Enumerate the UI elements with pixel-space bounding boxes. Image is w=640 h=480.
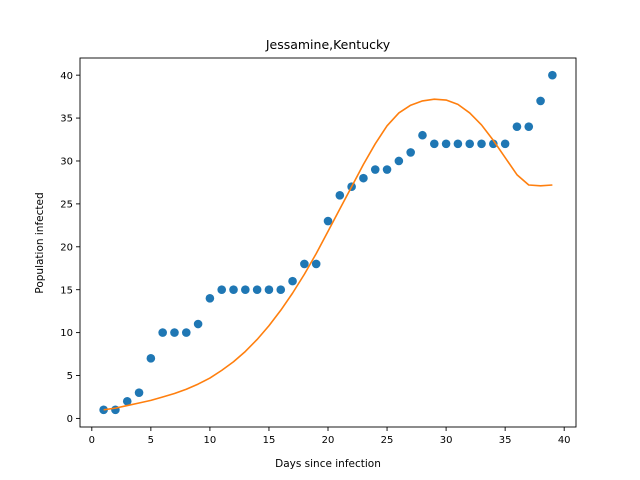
data-point bbox=[300, 259, 309, 269]
data-point bbox=[418, 130, 427, 140]
data-point bbox=[465, 139, 475, 149]
series-layer bbox=[99, 70, 557, 415]
data-point bbox=[122, 396, 132, 406]
x-axis-label: Days since infection bbox=[275, 458, 381, 470]
data-point bbox=[311, 259, 321, 269]
data-point bbox=[158, 328, 167, 337]
data-point bbox=[500, 139, 510, 149]
x-tick-label: 40 bbox=[558, 435, 571, 446]
x-tick-label: 0 bbox=[89, 435, 95, 446]
y-tick-label: 30 bbox=[60, 157, 73, 168]
data-point bbox=[205, 293, 215, 303]
data-point bbox=[406, 148, 415, 157]
x-tick-label: 35 bbox=[499, 435, 512, 446]
chart-title: Jessamine,Kentucky bbox=[265, 37, 391, 52]
data-point bbox=[359, 173, 368, 183]
x-tick-label: 25 bbox=[381, 435, 394, 446]
x-tick-label: 20 bbox=[322, 435, 335, 446]
data-point bbox=[146, 354, 156, 363]
x-tick-label: 15 bbox=[263, 435, 276, 446]
data-point bbox=[335, 191, 345, 200]
x-tick-label: 10 bbox=[204, 435, 217, 446]
data-point bbox=[429, 139, 439, 149]
y-tick-label: 0 bbox=[67, 414, 73, 425]
y-tick-label: 25 bbox=[60, 199, 73, 210]
data-point bbox=[193, 319, 203, 329]
data-point bbox=[264, 285, 274, 295]
axes-layer: 0 5 10 15 20 25 30 35 40 0 5 10 15 20 25 30 35 40 bbox=[60, 57, 577, 446]
y-tick-label: 35 bbox=[60, 114, 73, 125]
data-point bbox=[229, 285, 238, 295]
y-tick-label: 20 bbox=[60, 242, 73, 253]
data-point bbox=[241, 285, 250, 295]
data-point bbox=[288, 276, 297, 286]
x-tick-label: 5 bbox=[148, 435, 154, 446]
data-point bbox=[512, 122, 522, 131]
data-point bbox=[181, 328, 191, 337]
data-point bbox=[453, 139, 463, 149]
data-point bbox=[382, 165, 392, 174]
fit-line bbox=[103, 98, 553, 411]
data-point bbox=[99, 405, 108, 415]
data-point bbox=[217, 285, 227, 295]
data-point bbox=[134, 388, 144, 397]
data-point bbox=[548, 70, 557, 80]
data-point bbox=[524, 122, 534, 131]
data-point bbox=[170, 328, 179, 337]
data-point bbox=[536, 96, 545, 106]
data-point bbox=[252, 285, 262, 295]
y-tick-label: 5 bbox=[67, 371, 73, 382]
y-tick-label: 40 bbox=[60, 71, 73, 82]
data-point bbox=[489, 139, 498, 149]
y-tick-label: 15 bbox=[60, 285, 73, 296]
data-point bbox=[477, 139, 486, 149]
y-axis-label: Population infected bbox=[34, 192, 46, 293]
data-point bbox=[394, 156, 404, 166]
y-tick-label: 10 bbox=[60, 328, 73, 339]
data-point bbox=[441, 139, 451, 149]
data-point bbox=[276, 285, 286, 295]
data-point bbox=[370, 165, 380, 174]
data-point bbox=[323, 216, 333, 226]
x-tick-label: 30 bbox=[440, 435, 453, 446]
